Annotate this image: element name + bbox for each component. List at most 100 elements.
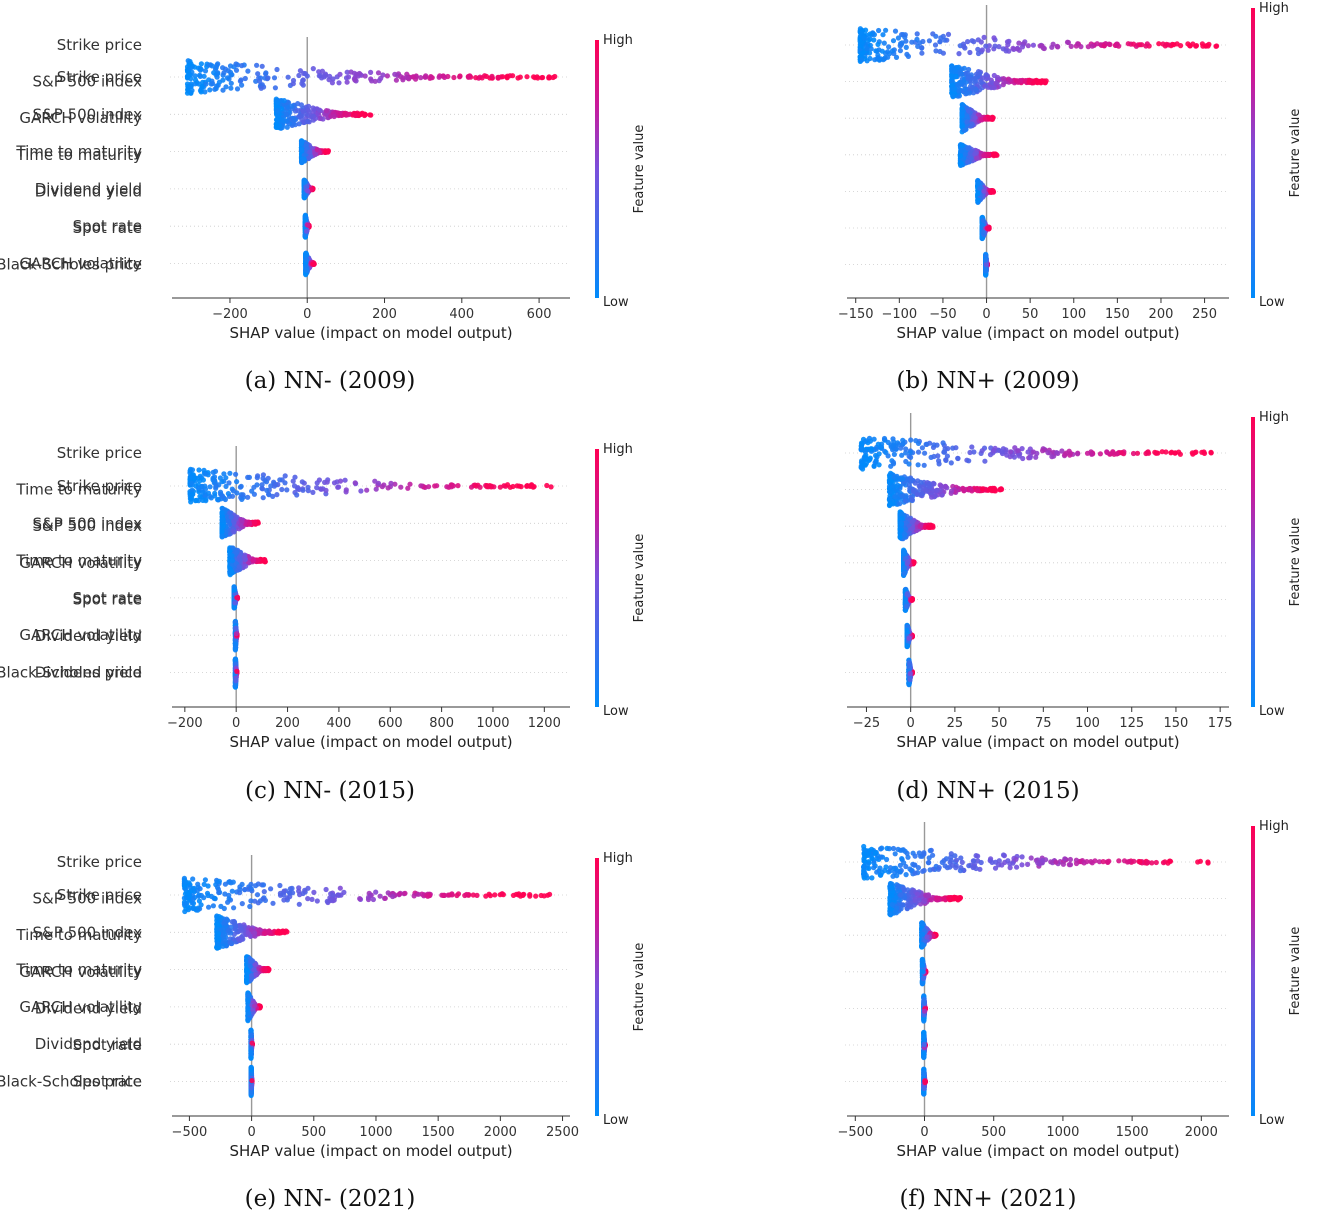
- shap-point: [904, 51, 910, 58]
- shap-point: [228, 568, 235, 574]
- shap-point: [233, 61, 239, 67]
- shap-point: [473, 75, 479, 81]
- x-axis-label: SHAP value (impact on model output): [229, 324, 512, 342]
- shap-point: [967, 49, 973, 56]
- shap-point: [231, 605, 237, 611]
- colorbar-low-label: Low: [603, 295, 629, 310]
- shap-point: [202, 483, 208, 489]
- x-tick-label: 0: [303, 307, 311, 322]
- shap-point: [232, 641, 238, 647]
- shap-point: [271, 75, 278, 81]
- shap-point: [1015, 79, 1021, 85]
- shap-point: [240, 492, 246, 498]
- shap-point: [237, 484, 243, 490]
- shap-point: [1016, 40, 1022, 46]
- shap-point: [985, 47, 991, 53]
- shap-point: [875, 41, 881, 48]
- shap-point: [1187, 43, 1193, 49]
- shap-point: [859, 57, 865, 63]
- shap-point: [956, 88, 962, 94]
- shap-point: [304, 257, 310, 263]
- shap-point: [233, 515, 239, 521]
- shap-point: [233, 471, 239, 477]
- shap-point: [284, 487, 290, 493]
- colorbar-low-label: Low: [1259, 295, 1285, 310]
- shap-point: [316, 73, 322, 79]
- shap-point: [1064, 39, 1071, 45]
- feature-label: GARCH volatility: [19, 255, 142, 273]
- shap-point: [242, 75, 248, 82]
- x-tick-label: 100: [1061, 307, 1086, 322]
- shap-point: [304, 184, 310, 190]
- shap-point: [969, 38, 975, 44]
- shap-point: [1165, 42, 1172, 48]
- shap-point: [515, 75, 521, 81]
- shap-point: [239, 82, 245, 88]
- shap-point: [376, 78, 382, 84]
- shap-point: [972, 115, 978, 121]
- shap-point: [254, 475, 260, 481]
- shap-point: [373, 486, 379, 492]
- shap-point: [364, 487, 370, 493]
- shap-point: [873, 48, 879, 54]
- shap-point: [352, 480, 358, 486]
- shap-point: [206, 62, 212, 68]
- shap-point: [981, 152, 987, 158]
- shap-point: [279, 486, 285, 493]
- shap-point: [451, 74, 457, 81]
- shap-point: [917, 40, 923, 46]
- shap-point: [314, 485, 320, 491]
- shap-point: [239, 63, 245, 69]
- shap-point: [1089, 43, 1095, 49]
- feature-label: S&P 500 index: [33, 73, 143, 91]
- shap-point: [362, 73, 368, 79]
- shap-point: [868, 46, 874, 52]
- shap-point: [385, 485, 391, 491]
- shap-point: [524, 74, 530, 80]
- shap-point: [950, 82, 956, 88]
- shap-point: [192, 77, 199, 83]
- shap-point: [993, 80, 999, 86]
- shap-point: [219, 517, 225, 523]
- shap-point: [219, 493, 226, 499]
- shap-point: [388, 480, 394, 486]
- shap-point: [212, 493, 218, 499]
- shap-point: [1041, 78, 1047, 84]
- shap-point: [219, 479, 225, 485]
- shap-point: [223, 84, 229, 90]
- shap-point: [192, 64, 198, 70]
- feature-label: Dividend yield: [35, 180, 142, 198]
- shap-point: [375, 480, 382, 486]
- feature-label: GARCH volatility: [19, 109, 142, 127]
- shap-point: [323, 487, 329, 493]
- shap-point: [273, 122, 280, 128]
- shap-point: [259, 486, 266, 492]
- shap-point: [223, 483, 229, 489]
- shap-point: [980, 229, 986, 235]
- shap-point: [250, 557, 257, 563]
- shap-point: [258, 85, 264, 91]
- shap-point: [234, 595, 240, 601]
- shap-point: [528, 482, 534, 488]
- panel-caption: (b) NN+ (2009): [896, 368, 1079, 394]
- shap-point: [344, 111, 350, 117]
- shap-point: [965, 75, 971, 81]
- shap-point: [489, 73, 495, 79]
- feature-label: Dividend yield: [35, 182, 142, 200]
- shap-point: [259, 63, 265, 69]
- shap-point: [962, 151, 968, 157]
- shap-point: [305, 222, 311, 228]
- shap-point: [305, 118, 311, 124]
- shap-point: [885, 54, 891, 60]
- panel-caption: (a) NN- (2009): [245, 368, 416, 394]
- shap-point: [919, 50, 925, 56]
- shap-point: [197, 73, 203, 79]
- shap-point: [274, 107, 280, 114]
- shap-point: [352, 112, 358, 119]
- shap-point: [238, 77, 244, 83]
- shap-point: [300, 108, 306, 114]
- shap-point: [188, 83, 194, 89]
- shap-point: [504, 482, 511, 488]
- feature-label: Time to maturity: [15, 146, 142, 164]
